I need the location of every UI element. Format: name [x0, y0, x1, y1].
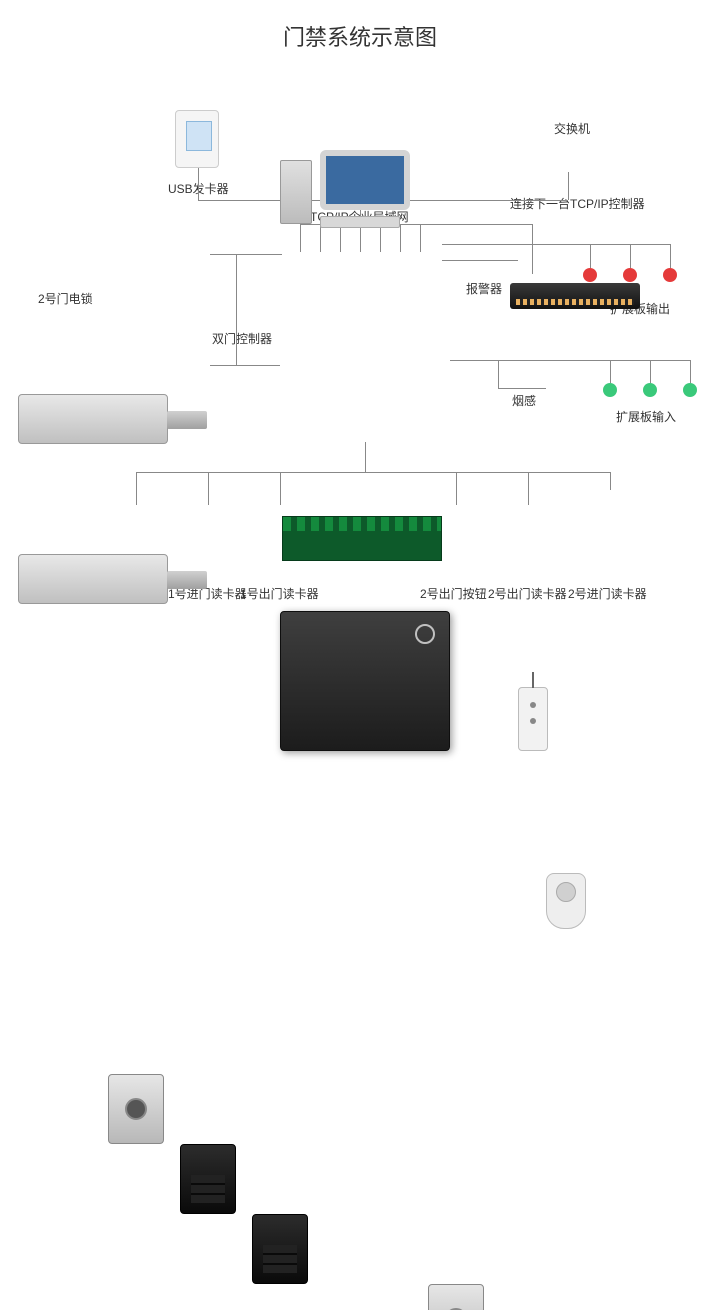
wire: [442, 260, 518, 261]
wire: [568, 172, 569, 200]
label-switch-note: 连接下一台TCP/IP控制器: [510, 195, 645, 212]
label-controller: 双门控制器: [212, 330, 272, 347]
expansion-input-dot: [683, 383, 697, 397]
wire: [210, 254, 282, 255]
wire: [630, 244, 631, 268]
remote-button-icon: [530, 718, 536, 724]
wire: [236, 254, 237, 366]
wire: [690, 360, 691, 383]
expansion-input-dot: [603, 383, 617, 397]
label-exp-in: 扩展板输入: [616, 408, 676, 425]
wire: [456, 472, 457, 505]
door-lock-1: [18, 554, 168, 604]
expansion-output-dot: [583, 268, 597, 282]
label-out-reader1: 1号出门读卡器: [240, 585, 319, 602]
keypad-icon: [191, 1175, 225, 1203]
in-reader-1: [180, 1144, 236, 1214]
alarm-remote: [518, 687, 548, 751]
computer-keyboard-icon: [320, 216, 400, 228]
expansion-input-dot: [643, 383, 657, 397]
wire: [650, 360, 651, 383]
exit-button-1: [108, 1074, 164, 1144]
remote-button-icon: [530, 702, 536, 708]
wire: [590, 244, 591, 268]
button-icon: [125, 1098, 147, 1120]
wire: [498, 360, 499, 388]
management-computer: [280, 150, 420, 230]
label-out-reader2: 2号出门读卡器: [488, 585, 567, 602]
label-exit2: 2号出门按钮: [420, 585, 487, 602]
wire: [610, 360, 611, 383]
controller-pcb: [282, 516, 442, 561]
label-lock2: 2号门电锁: [38, 290, 93, 307]
wire: [528, 472, 529, 505]
wire: [198, 168, 199, 200]
button-icon: [445, 1308, 467, 1310]
wire: [420, 224, 421, 252]
wire: [442, 244, 670, 245]
label-alarm: 报警器: [466, 280, 502, 297]
computer-monitor-icon: [320, 150, 410, 210]
door-lock-2: [18, 394, 168, 444]
computer-tower-icon: [280, 160, 312, 224]
usb-card-reader: [175, 110, 219, 168]
keypad-icon: [263, 1245, 297, 1273]
diagram-title: 门禁系统示意图: [283, 20, 437, 52]
label-smoke: 烟感: [512, 392, 536, 409]
label-switch: 交换机: [554, 120, 590, 137]
expansion-output-dot: [663, 268, 677, 282]
wire: [365, 442, 366, 472]
wire: [210, 365, 280, 366]
wire: [136, 472, 137, 505]
exit-button-2: [428, 1284, 484, 1310]
smoke-sensor: [546, 873, 586, 929]
label-in-reader2: 2号进门读卡器: [568, 585, 647, 602]
network-switch: [510, 283, 640, 309]
wire: [670, 244, 671, 268]
wire: [280, 472, 281, 505]
wire: [450, 360, 690, 361]
wire: [532, 224, 533, 274]
out-reader-1: [252, 1214, 308, 1284]
wire: [610, 472, 611, 490]
wire: [498, 388, 546, 389]
expansion-output-dot: [623, 268, 637, 282]
dual-door-controller: [280, 611, 450, 751]
wire: [208, 472, 209, 505]
